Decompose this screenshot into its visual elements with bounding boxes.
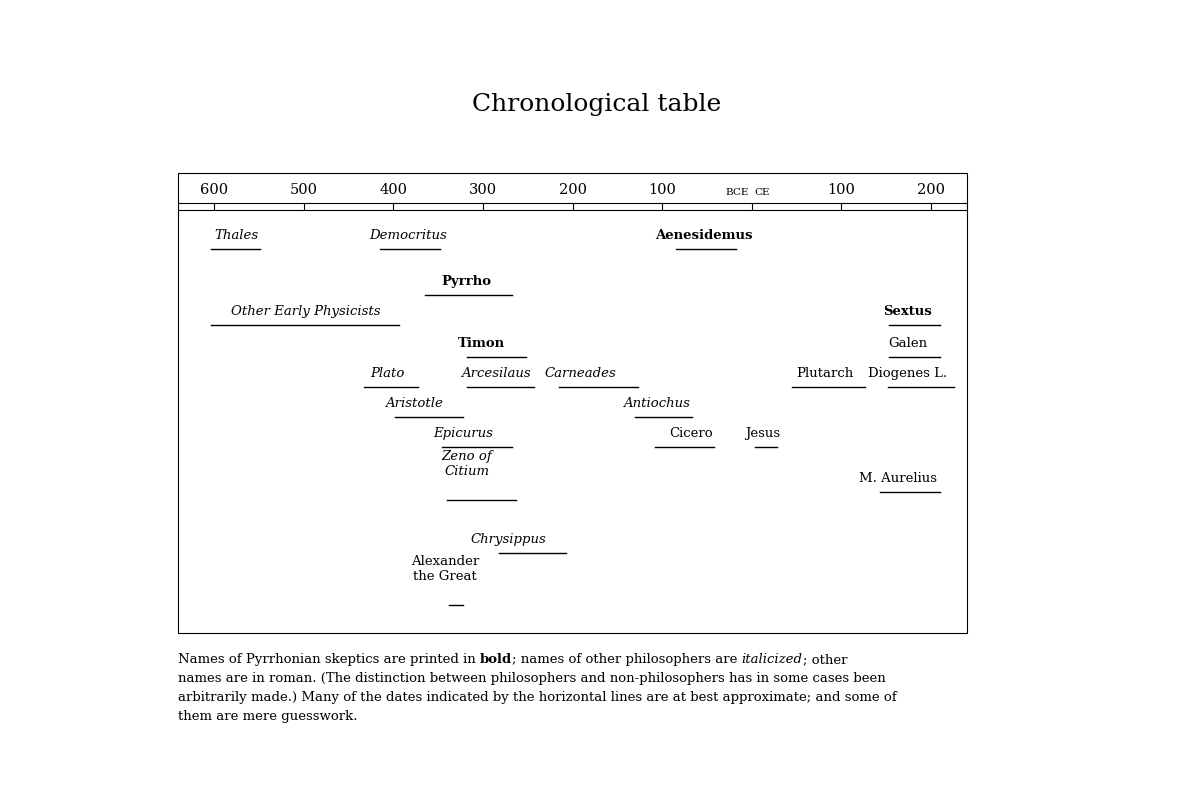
Text: Galen: Galen — [888, 337, 928, 350]
Text: 400: 400 — [379, 183, 407, 197]
Text: 500: 500 — [289, 183, 318, 197]
Text: 200: 200 — [558, 183, 587, 197]
Text: Names of Pyrrhonian skeptics are printed in: Names of Pyrrhonian skeptics are printed… — [178, 653, 480, 666]
Text: Zeno of
Citium: Zeno of Citium — [442, 449, 492, 477]
Text: arbitrarily made.) Many of the dates indicated by the horizontal lines are at be: arbitrarily made.) Many of the dates ind… — [178, 691, 896, 704]
Text: BCE: BCE — [726, 188, 749, 197]
Text: Thales: Thales — [215, 229, 258, 242]
Text: Epicurus: Epicurus — [433, 427, 493, 440]
Text: Aristotle: Aristotle — [385, 397, 443, 410]
Text: CE: CE — [755, 188, 770, 197]
Text: Other Early Physicists: Other Early Physicists — [232, 305, 380, 318]
Text: Arcesilaus: Arcesilaus — [462, 368, 532, 380]
Text: Antiochus: Antiochus — [623, 397, 690, 410]
Text: Sextus: Sextus — [883, 305, 932, 318]
Text: 200: 200 — [917, 183, 946, 197]
Text: Jesus: Jesus — [745, 427, 780, 440]
Text: bold: bold — [480, 653, 512, 666]
Text: Diogenes L.: Diogenes L. — [869, 368, 948, 380]
Text: Timon: Timon — [457, 337, 505, 350]
Text: Chronological table: Chronological table — [473, 92, 721, 115]
Text: them are mere guesswork.: them are mere guesswork. — [178, 710, 358, 723]
Text: 100: 100 — [828, 183, 856, 197]
Text: M. Aurelius: M. Aurelius — [859, 472, 937, 485]
Text: Aenesidemus: Aenesidemus — [655, 229, 754, 242]
Text: Plutarch: Plutarch — [797, 368, 854, 380]
Text: names are in roman. (The distinction between philosophers and non-philosophers h: names are in roman. (The distinction bet… — [178, 672, 886, 685]
Text: Alexander
the Great: Alexander the Great — [412, 554, 479, 582]
Text: Carneades: Carneades — [545, 368, 617, 380]
Text: 300: 300 — [469, 183, 497, 197]
Text: italicized: italicized — [742, 653, 803, 666]
Text: Democritus: Democritus — [370, 229, 448, 242]
Text: 100: 100 — [648, 183, 676, 197]
Text: Chrysippus: Chrysippus — [470, 533, 546, 546]
Text: 600: 600 — [200, 183, 228, 197]
Text: Cicero: Cicero — [670, 427, 713, 440]
Text: Pyrrho: Pyrrho — [442, 276, 492, 288]
Text: Plato: Plato — [370, 368, 404, 380]
Text: ; other: ; other — [803, 653, 847, 666]
Bar — [178, 173, 967, 633]
Text: ; names of other philosophers are: ; names of other philosophers are — [512, 653, 742, 666]
